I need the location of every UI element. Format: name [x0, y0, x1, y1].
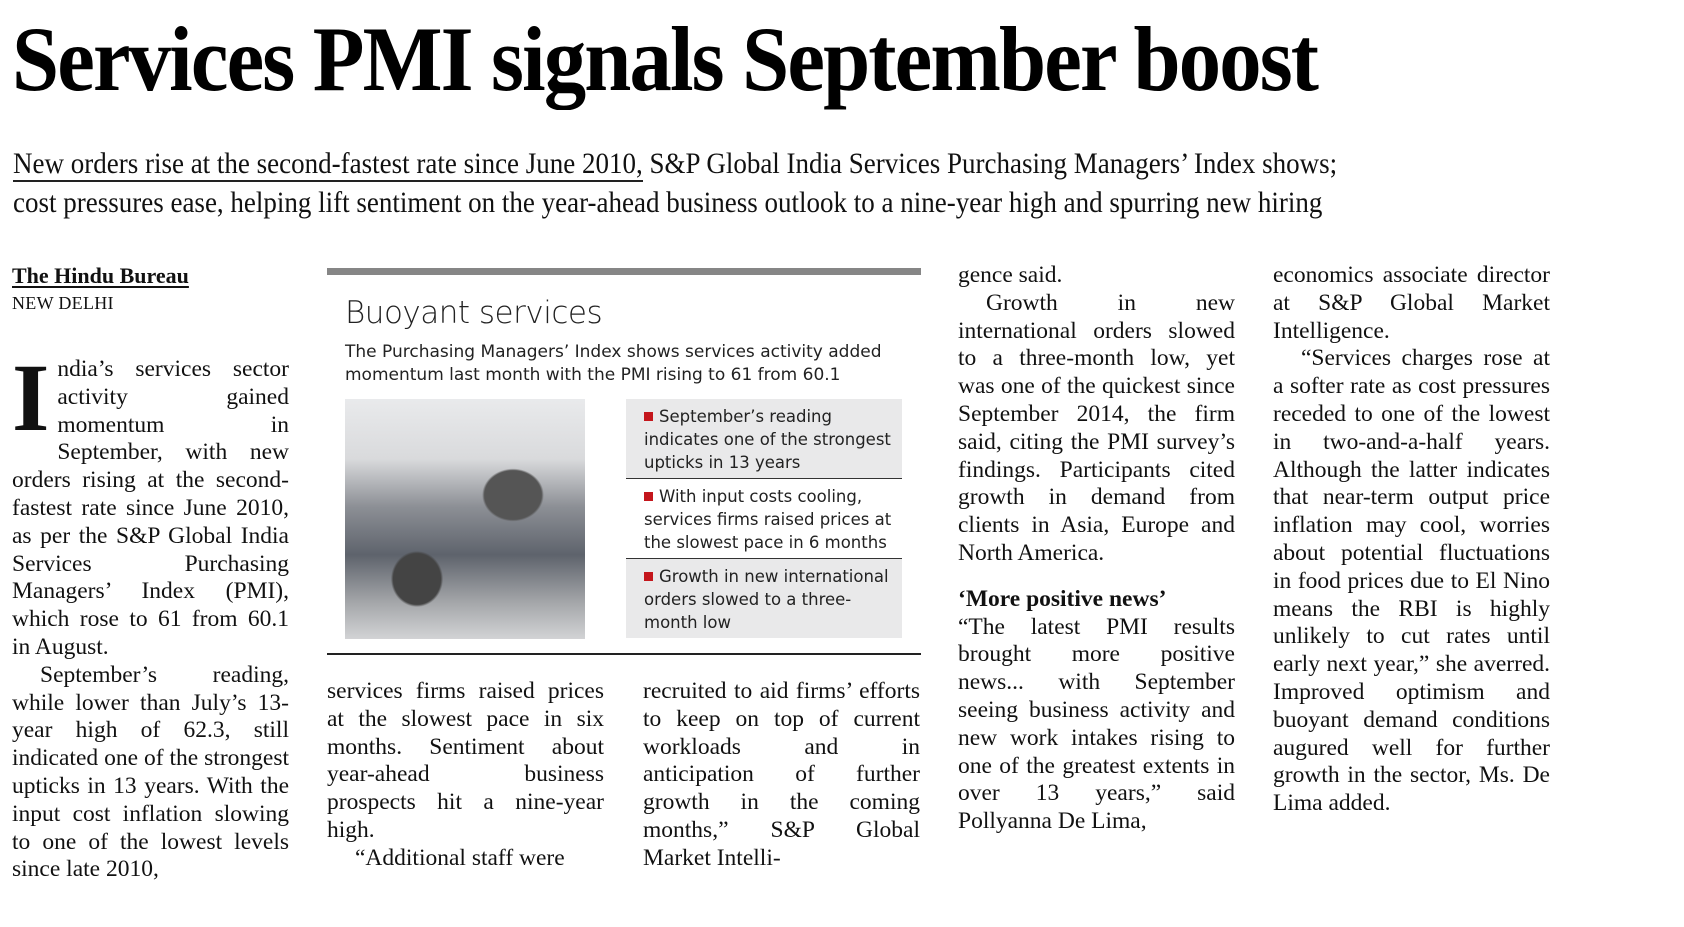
paragraph: economics associate director at S&P Glob… [1273, 262, 1550, 344]
paragraph: services firms raised prices at the slow… [327, 678, 604, 843]
paragraph: recruited to aid firms’ efforts to keep … [643, 678, 920, 871]
paragraph: “The latest PMI results brought more pos… [958, 613, 1235, 835]
headline: Services PMI signals September boost [12, 8, 1319, 110]
bullet-text: With input costs cooling, services firms… [644, 487, 892, 552]
red-square-bullet-icon [644, 412, 653, 421]
factbox-subtitle: The Purchasing Managers’ Index shows ser… [345, 342, 882, 385]
office-workers-photo [345, 399, 585, 639]
deck-underlined-text: New orders rise at the second-fastest ra… [13, 147, 643, 182]
deck-line-1-rest: S&P Global India Services Purchasing Man… [642, 147, 1338, 180]
factbox-bullet-list: September’s reading indicates one of the… [626, 399, 902, 638]
paragraph: Growth in new international orders slowe… [958, 289, 1235, 566]
column-3: recruited to aid firms’ efforts to keep … [643, 678, 920, 873]
factbox-bullet: With input costs cooling, services firms… [626, 479, 902, 559]
column-2: services firms raised prices at the slow… [327, 678, 604, 873]
deck-line-1: New orders rise at the second-fastest ra… [13, 144, 1507, 183]
bullet-text: September’s reading indicates one of the… [644, 407, 891, 472]
deck: New orders rise at the second-fastest ra… [13, 144, 1673, 222]
red-square-bullet-icon [644, 572, 653, 581]
subhead: ‘More positive news’ [958, 585, 1167, 612]
bullet-text: Growth in new international orders slowe… [644, 567, 889, 632]
column-5: economics associate director at S&P Glob… [1273, 262, 1550, 818]
red-square-bullet-icon [644, 492, 653, 501]
factbox-bullet: September’s reading indicates one of the… [626, 399, 902, 479]
byline-place: NEW DELHI [12, 293, 114, 313]
byline-name: The Hindu Bureau [12, 263, 189, 288]
paragraph-text: ndia’s services sector activity gained m… [12, 356, 289, 660]
factbox-title: Buoyant services [345, 295, 603, 331]
deck-line-2: cost pressures ease, helping lift sentim… [13, 186, 1323, 219]
paragraph: “Additional staff were [355, 844, 565, 871]
factbox-bullet: Growth in new international orders slowe… [626, 559, 902, 638]
column-4: gence said. Growth in new international … [958, 262, 1235, 836]
paragraph: September’s reading, while lower than Ju… [12, 661, 289, 883]
drop-cap: I [12, 344, 50, 451]
factbox: Buoyant services The Purchasing Managers… [327, 268, 921, 655]
paragraph: gence said. [958, 262, 1063, 288]
paragraph: “Services charges rose at a softer rate … [1273, 345, 1550, 817]
